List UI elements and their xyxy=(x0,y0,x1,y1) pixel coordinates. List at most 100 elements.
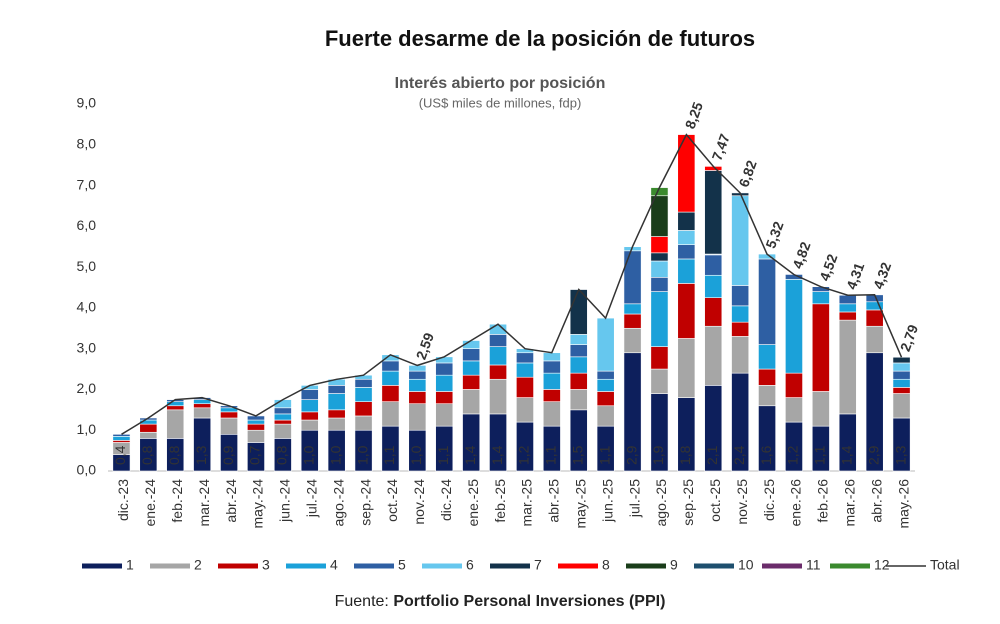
bar-segment xyxy=(811,303,830,392)
bar-label: 1,4 xyxy=(838,445,854,465)
bar-segment xyxy=(327,409,346,419)
bar-segment xyxy=(193,399,212,405)
bar-segment xyxy=(435,356,454,364)
bar-segment xyxy=(731,321,750,337)
bar-segment xyxy=(300,389,319,400)
bar-segment xyxy=(354,401,373,417)
legend-label: 5 xyxy=(398,557,406,573)
bar-segment xyxy=(677,283,696,339)
x-tick-label: abr.-24 xyxy=(223,479,239,523)
bar-segment xyxy=(758,368,776,386)
bar-segment xyxy=(193,407,212,419)
bar-segment xyxy=(811,291,830,305)
bar-segment xyxy=(865,309,884,327)
bar-segment xyxy=(408,370,427,380)
legend-label: 2 xyxy=(194,557,202,573)
bar-segment xyxy=(516,362,534,378)
legend-label: 6 xyxy=(466,557,474,573)
bar-segment xyxy=(731,195,750,286)
bar-segment xyxy=(300,419,319,431)
x-tick-label: mar.-25 xyxy=(519,479,535,527)
legend-label: 8 xyxy=(602,557,610,573)
x-tick-label: jul.-24 xyxy=(303,479,319,518)
bar-segment xyxy=(704,325,723,386)
total-label: 4,82 xyxy=(789,239,813,270)
bar-segment xyxy=(408,378,427,392)
bar-segment xyxy=(327,417,346,431)
x-tick-label: may.-26 xyxy=(895,479,911,529)
x-tick-label: feb.-25 xyxy=(492,479,508,523)
bar-segment xyxy=(785,279,803,374)
bar-label: 1,0 xyxy=(327,445,343,465)
bar-label: 1,3 xyxy=(193,445,209,465)
bar-segment xyxy=(731,285,750,307)
bar-segment xyxy=(273,419,292,425)
bar-segment xyxy=(892,393,911,419)
bar-segment xyxy=(731,336,750,374)
x-tick-label: jul.-25 xyxy=(626,479,642,518)
bar-segment xyxy=(327,393,346,411)
bar-segment xyxy=(650,252,669,262)
y-tick-label: 1,0 xyxy=(77,421,97,437)
bar-segment xyxy=(569,344,588,358)
bar-segment xyxy=(892,362,911,372)
bar-label: 2,1 xyxy=(704,445,720,465)
bar-label: 1,1 xyxy=(543,445,559,465)
bar-segment xyxy=(569,372,588,390)
x-tick-label: may.-25 xyxy=(572,479,588,529)
total-label: 8,25 xyxy=(682,100,706,131)
bar-label: 0,8 xyxy=(139,445,155,465)
bar-segment xyxy=(273,407,292,415)
x-tick-label: oct.-25 xyxy=(707,479,723,522)
bar-label: 1,0 xyxy=(300,445,316,465)
bar-segment xyxy=(838,311,857,321)
bar-segment xyxy=(677,258,696,284)
bar-segment xyxy=(516,352,534,364)
total-label: 2,59 xyxy=(413,330,437,361)
bar-segment xyxy=(381,401,400,427)
bar-segment xyxy=(650,346,669,370)
total-label: 6,82 xyxy=(735,158,759,189)
bar-segment xyxy=(220,411,238,419)
bar-segment xyxy=(811,391,830,427)
chart-title: Fuerte desarme de la posición de futuros xyxy=(325,26,755,51)
bar-segment xyxy=(596,370,615,380)
legend-label: 3 xyxy=(262,557,270,573)
bar-segment xyxy=(758,258,776,345)
x-tick-label: feb.-26 xyxy=(815,479,831,523)
x-tick-label: ene.-26 xyxy=(788,479,804,527)
bar-segment xyxy=(435,403,454,427)
bar-segment xyxy=(542,389,561,402)
bar-segment xyxy=(758,385,776,407)
bar-segment xyxy=(489,378,507,415)
bar-segment xyxy=(300,411,319,421)
bar-segment xyxy=(838,294,857,305)
bar-segment xyxy=(408,365,427,372)
source-prefix: Fuente: xyxy=(335,593,389,610)
bar-label: 1,1 xyxy=(596,445,612,465)
x-tick-label: nov.-25 xyxy=(734,479,750,525)
bar-segment xyxy=(892,387,911,394)
bar-label: 0,4 xyxy=(112,445,128,465)
x-tick-label: dic.-23 xyxy=(115,479,131,521)
bar-label: 1,0 xyxy=(408,445,424,465)
total-label: 7,47 xyxy=(709,131,733,162)
bar-segment xyxy=(247,429,265,443)
bar-label: 2,9 xyxy=(865,445,881,465)
legend-label: 12 xyxy=(874,557,890,573)
y-tick-label: 4,0 xyxy=(77,299,97,315)
bar-segment xyxy=(435,391,454,405)
y-tick-label: 9,0 xyxy=(77,95,97,111)
bar-label: 1,4 xyxy=(462,445,478,465)
bar-segment xyxy=(892,370,911,380)
bar-segment xyxy=(247,419,265,425)
bar-segment xyxy=(596,391,615,407)
x-tick-label: ene.-24 xyxy=(142,479,158,527)
bar-segment xyxy=(569,334,588,345)
bar-segment xyxy=(247,423,265,431)
bar-segment xyxy=(381,360,400,372)
x-tick-label: ago.-25 xyxy=(653,479,669,527)
source-name: Portfolio Personal Inversiones (PPI) xyxy=(393,593,665,610)
y-tick-label: 8,0 xyxy=(77,135,97,151)
